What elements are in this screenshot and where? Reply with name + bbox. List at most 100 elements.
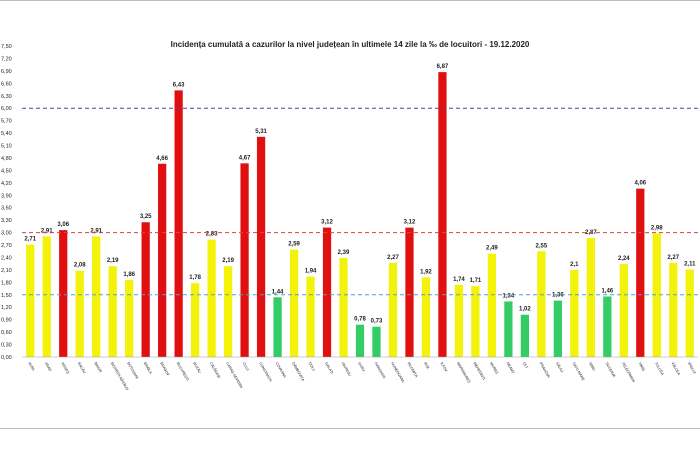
category-label: BACĂU <box>77 362 87 375</box>
bar <box>388 262 398 357</box>
bar <box>619 264 628 357</box>
bar <box>256 136 266 357</box>
category-label: IALOMIȚA <box>407 362 419 379</box>
bar <box>405 227 414 357</box>
value-label: 1,71 <box>470 278 482 284</box>
bar <box>240 163 249 357</box>
value-label: 3,06 <box>57 222 69 228</box>
bar <box>223 266 233 357</box>
value-label: 2,1 <box>570 262 579 268</box>
category-label: BRAȘOV <box>159 362 170 377</box>
bar <box>636 188 645 357</box>
bar <box>75 270 84 357</box>
y-tick-label: 0,00 <box>1 355 12 361</box>
category-label: TULCEA <box>654 362 665 377</box>
y-tick-label: 6,90 <box>1 69 12 75</box>
y-tick-label: 4,20 <box>1 181 12 187</box>
value-label: 1,36 <box>552 293 564 299</box>
bar <box>339 257 348 357</box>
category-label: MEHEDINȚI <box>473 362 486 381</box>
value-label: 5,31 <box>255 129 267 135</box>
y-tick-label: 7,20 <box>1 56 12 62</box>
bar <box>125 279 134 357</box>
category-label: GALAȚI <box>324 362 334 375</box>
category-label: HUNEDOARA <box>390 362 405 384</box>
category-label: VASLUI <box>687 362 697 375</box>
value-label: 2,98 <box>651 225 663 231</box>
bar <box>191 283 200 357</box>
value-label: 0,78 <box>354 317 366 323</box>
value-label: 6,43 <box>173 82 185 88</box>
category-label: VÂLCEA <box>670 362 681 377</box>
value-label: 3,12 <box>404 220 416 226</box>
category-label: IAȘI <box>423 362 430 370</box>
value-label: 2,19 <box>107 258 119 264</box>
value-label: 6,87 <box>437 64 449 70</box>
top-border <box>0 0 700 1</box>
value-label: 1,44 <box>272 289 284 295</box>
category-label: OLT <box>522 362 529 371</box>
y-tick-label: 6,30 <box>1 94 12 100</box>
bar <box>289 249 299 357</box>
category-label: BOTOȘANI <box>126 362 139 380</box>
category-label: CLUJ <box>242 362 250 372</box>
y-tick-label: 2,10 <box>1 268 12 274</box>
category-label: MUREȘ <box>489 362 499 376</box>
value-label: 4,67 <box>239 155 251 161</box>
bar <box>322 227 332 357</box>
bar <box>520 314 529 357</box>
value-label: 2,19 <box>222 258 234 264</box>
value-label: 2,91 <box>41 228 53 234</box>
category-label: BIHOR <box>93 362 102 374</box>
bar <box>92 236 101 357</box>
y-tick-label: 3,30 <box>1 218 12 224</box>
category-label: BRĂILA <box>143 362 153 376</box>
bar <box>108 266 117 357</box>
value-label: 2,24 <box>618 256 630 262</box>
value-label: 0,73 <box>371 319 383 325</box>
bar <box>537 251 546 357</box>
category-label: HARGHITA <box>374 362 387 380</box>
bar <box>603 296 612 357</box>
category-label: MARAMUREȘ <box>456 362 471 385</box>
category-label: TIMIȘ <box>637 362 646 373</box>
category-label: DOLJ <box>308 362 316 372</box>
category-label: ILFOV <box>440 362 449 374</box>
y-tick-label: 7,50 <box>1 44 12 50</box>
category-label: BUZĂU <box>192 362 202 375</box>
value-label: 2,91 <box>90 228 102 234</box>
y-tick-label: 5,10 <box>1 144 12 150</box>
y-tick-label: 4,50 <box>1 168 12 174</box>
bar <box>207 239 216 357</box>
y-tick-label: 1,80 <box>1 280 12 286</box>
bar <box>306 276 315 357</box>
value-label: 1,34 <box>503 293 515 299</box>
value-label: 4,06 <box>634 181 646 187</box>
bar <box>685 269 694 357</box>
y-tick-label: 6,60 <box>1 81 12 87</box>
value-label: 1,02 <box>519 307 531 313</box>
category-label: SUCEAVA <box>604 362 616 379</box>
value-label: 3,25 <box>140 214 152 220</box>
category-label: GIURGIU <box>341 362 352 378</box>
bar <box>586 237 595 357</box>
bar <box>652 233 661 357</box>
bar <box>454 284 464 357</box>
category-label: CĂLĂRAȘI <box>209 362 221 379</box>
value-label: 4,66 <box>156 156 168 162</box>
bar <box>355 324 365 357</box>
category-label: DÂMBOVIȚA <box>291 362 305 383</box>
bar <box>421 277 431 357</box>
bar <box>42 236 51 357</box>
bar <box>141 222 150 357</box>
value-label: 2,27 <box>387 255 399 261</box>
y-tick-label: 1,20 <box>1 305 12 311</box>
value-label: 2,49 <box>486 246 498 252</box>
category-label: SATU MARE <box>571 362 585 382</box>
bar <box>158 163 167 357</box>
y-tick-label: 6,00 <box>1 106 12 112</box>
bar <box>504 301 513 357</box>
y-tick-label: 3,90 <box>1 193 12 199</box>
y-tick-label: 3,00 <box>1 231 12 237</box>
value-label: 2,11 <box>684 262 696 268</box>
